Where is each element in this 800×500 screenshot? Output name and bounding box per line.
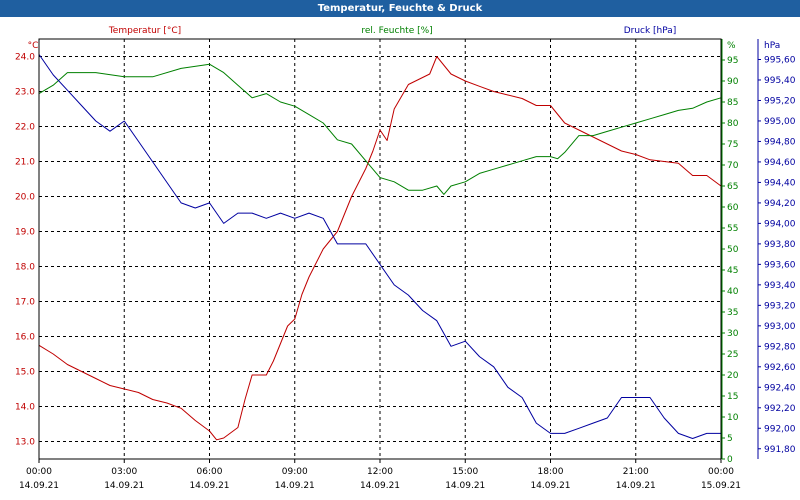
x-tick-label-time: 12:00 [367,467,393,477]
y-tick-label-humidity: 55 [727,224,738,234]
x-tick-label-time: 15:00 [452,467,478,477]
y-tick-label-humidity: 45 [727,266,738,276]
y-tick-label-temperature: 23.0 [15,88,35,98]
chart-title: Temperatur, Feuchte & Druck [0,0,800,17]
y-tick-label-temperature: 18.0 [15,263,35,273]
y-tick-label-temperature: 24.0 [15,53,35,63]
y-axis-unit-pressure: hPa [764,41,780,51]
y-tick-label-temperature: 22.0 [15,123,35,133]
y-tick-label-pressure: 994,00 [764,219,796,229]
y-tick-label-humidity: 90 [727,77,739,87]
y-tick-label-humidity: 30 [727,329,739,339]
x-tick-label-time: 06:00 [197,467,223,477]
series-line-humidity [38,63,722,195]
y-tick-label-humidity: 20 [727,371,739,381]
x-tick-label-time: 18:00 [538,467,564,477]
y-tick-label-humidity: 80 [727,119,739,129]
grid [38,39,761,463]
y-tick-label-pressure: 994,60 [764,158,796,168]
y-tick-label-humidity: 95 [727,56,738,66]
y-tick-label-temperature: 13.0 [15,438,35,448]
y-tick-label-humidity: 35 [727,308,738,318]
y-tick-label-pressure: 993,80 [764,240,796,250]
y-tick-label-humidity: 10 [727,413,739,423]
y-tick-label-pressure: 995,00 [764,117,796,127]
series-lines [38,54,722,441]
y-tick-label-pressure: 995,40 [764,76,796,86]
y-tick-label-humidity: 70 [727,161,739,171]
y-tick-label-pressure: 993,20 [764,301,796,311]
y-tick-label-humidity: 5 [727,434,733,444]
y-axis-unit-humidity: % [727,41,736,51]
x-tick-label-time: 09:00 [282,467,308,477]
x-tick-label-date: 14.09.21 [616,481,656,491]
x-tick-label-date: 14.09.21 [445,481,485,491]
x-tick-label-time: 00:00 [708,467,734,477]
y-tick-label-humidity: 75 [727,140,738,150]
y-tick-label-humidity: 40 [727,287,739,297]
x-tick-label-date: 14.09.21 [275,481,315,491]
y-tick-label-humidity: 25 [727,350,738,360]
x-tick-label-date: 14.09.21 [530,481,570,491]
x-tick-label-time: 00:00 [26,467,52,477]
y-tick-label-temperature: 17.0 [15,298,35,308]
y-tick-label-pressure: 993,40 [764,281,796,291]
y-tick-label-pressure: 993,60 [764,260,796,270]
y-axis-unit-temperature: °C [28,41,39,51]
y-tick-label-pressure: 994,40 [764,178,796,188]
y-tick-label-temperature: 14.0 [15,403,35,413]
y-tick-label-pressure: 994,20 [764,199,796,209]
y-tick-label-pressure: 992,60 [764,363,796,373]
y-tick-label-humidity: 85 [727,98,738,108]
y-tick-label-humidity: 15 [727,392,738,402]
x-tick-label-date: 14.09.21 [104,481,144,491]
y-tick-label-pressure: 993,00 [764,322,796,332]
plot-frame [38,38,722,460]
x-tick-label-time: 21:00 [623,467,649,477]
y-axis-title-pressure: Druck [hPa] [624,26,677,36]
y-tick-label-humidity: 0 [727,455,733,465]
y-axis-title-temperature: Temperatur [°C] [108,26,181,36]
x-tick-label-date: 14.09.21 [360,481,400,491]
y-tick-label-pressure: 992,40 [764,383,796,393]
y-tick-label-humidity: 50 [727,245,739,255]
y-tick-label-temperature: 16.0 [15,333,35,343]
y-axis-title-humidity: rel. Feuchte [%] [361,26,432,36]
series-line-pressure [38,54,721,439]
chart-canvas: 00:00 14.09.21 03:00 14.09.21 06:00 14.09.21 0… [15,26,796,491]
y-tick-label-pressure: 995,60 [764,55,796,65]
y-tick-label-humidity: 65 [727,182,738,192]
x-tick-label-date: 15.09.21 [701,481,741,491]
x-tick-label-date: 14.09.21 [189,481,229,491]
y-tick-label-pressure: 992,80 [764,342,796,352]
y-tick-label-pressure: 994,80 [764,137,796,147]
y-tick-label-temperature: 19.0 [15,228,35,238]
x-tick-label-time: 03:00 [111,467,137,477]
y-tick-label-temperature: 15.0 [15,368,35,378]
y-tick-label-temperature: 20.0 [15,193,35,203]
axes-labels: 00:00 14.09.21 03:00 14.09.21 06:00 14.09.21 0… [15,26,796,491]
y-tick-label-pressure: 991,80 [764,445,796,455]
x-tick-label-date: 14.09.21 [19,481,59,491]
y-tick-label-pressure: 992,20 [764,404,796,414]
y-tick-label-temperature: 21.0 [15,158,35,168]
y-tick-label-humidity: 60 [727,203,739,213]
y-tick-label-pressure: 992,00 [764,424,796,434]
y-tick-label-pressure: 995,20 [764,96,796,106]
